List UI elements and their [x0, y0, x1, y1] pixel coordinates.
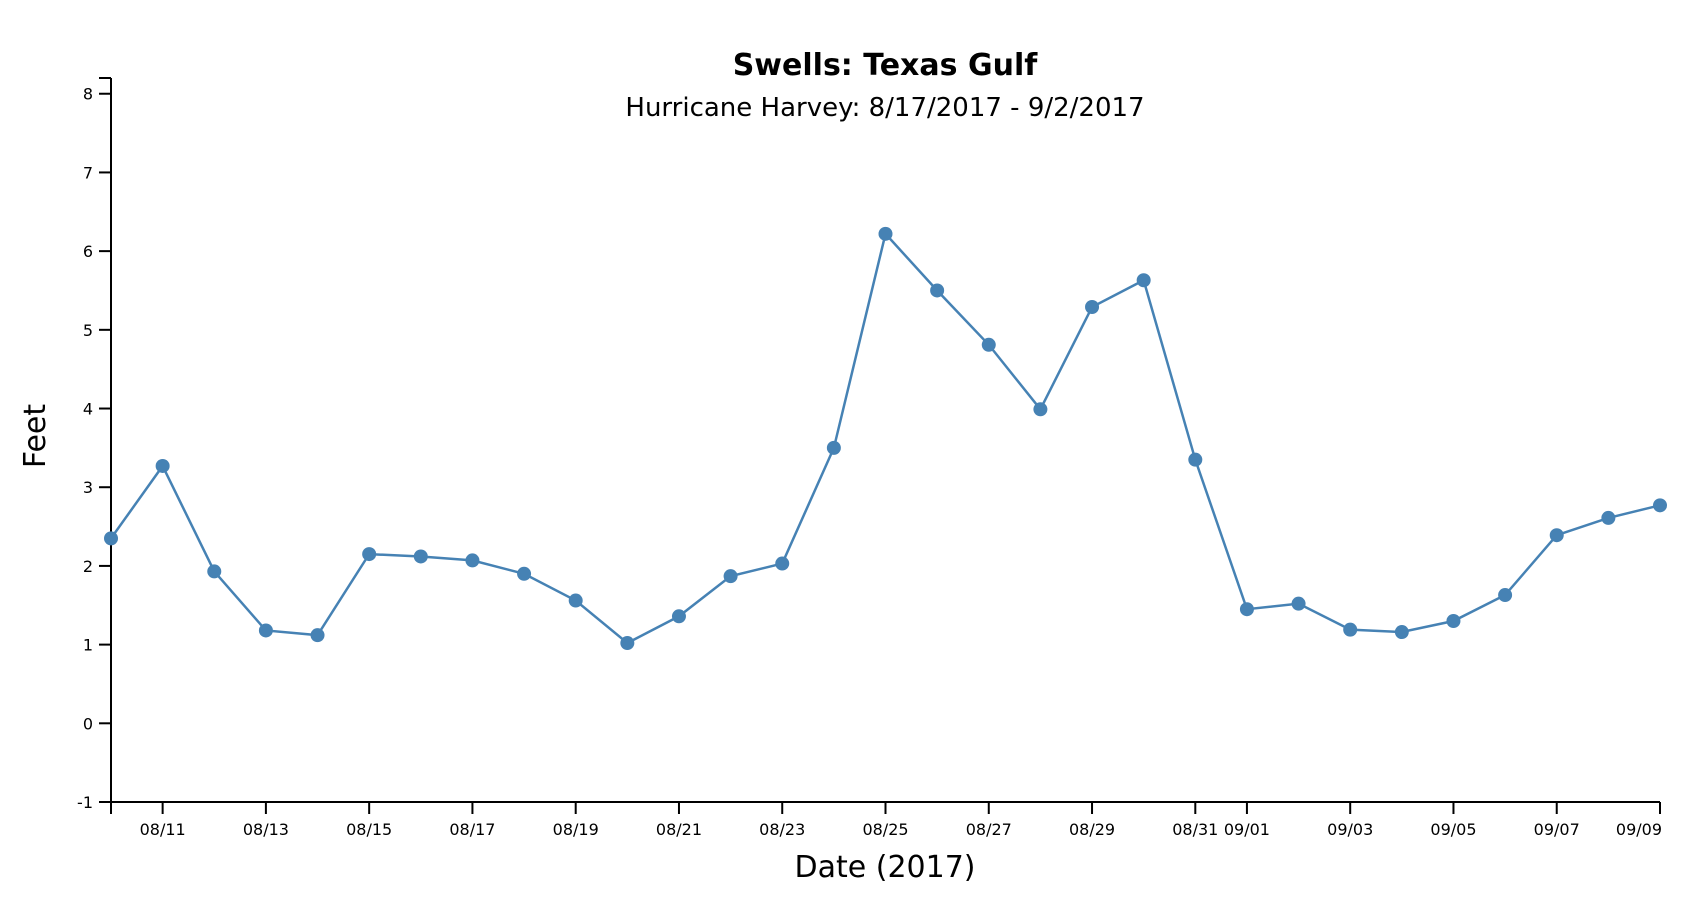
y-axis-label: Feet	[18, 404, 53, 469]
data-point	[671, 609, 686, 624]
data-point	[1343, 622, 1358, 637]
x-tick-label: 08/25	[862, 820, 908, 839]
x-tick-label: 08/11	[140, 820, 186, 839]
data-point	[723, 569, 738, 584]
data-point	[775, 556, 790, 571]
data-point	[568, 593, 583, 608]
y-tick-label: 0	[83, 714, 93, 733]
data-point	[1394, 625, 1409, 640]
data-point	[1239, 602, 1254, 617]
data-point	[1446, 614, 1461, 628]
x-axis-label: Date (2017)	[795, 850, 976, 885]
x-tick-label: 08/31	[1172, 820, 1218, 839]
y-tick-label: -1	[77, 793, 93, 812]
y-tick-label: 5	[83, 321, 93, 340]
y-tick-label: 6	[83, 242, 93, 261]
data-point	[1188, 452, 1203, 467]
data-point	[310, 628, 325, 643]
data-point	[1549, 528, 1564, 543]
plot-area	[104, 226, 1667, 651]
data-point	[465, 553, 480, 568]
data-point	[258, 623, 273, 638]
x-tick-label: 08/15	[346, 820, 392, 839]
data-point	[1601, 510, 1616, 525]
data-point	[1291, 596, 1306, 611]
y-tick-label: 8	[83, 85, 93, 104]
x-tick-label: 08/17	[449, 820, 495, 839]
x-tick-label: 09/07	[1534, 820, 1580, 839]
x-axis: 08/11 08/13 08/15 08/17 08/19 08/21 08/23 08/25…	[110, 801, 1662, 839]
x-tick-label: 08/29	[1069, 820, 1115, 839]
x-tick-label: 08/23	[759, 820, 805, 839]
data-point	[104, 531, 118, 546]
data-point	[1033, 402, 1048, 417]
x-tick-label: 09/03	[1327, 820, 1373, 839]
x-tick-label: 08/21	[656, 820, 702, 839]
y-tick-label: 7	[83, 163, 93, 182]
data-point	[517, 566, 532, 581]
data-point	[1136, 273, 1151, 288]
data-point	[620, 636, 635, 651]
data-point	[207, 564, 222, 579]
data-point	[1653, 498, 1667, 513]
x-tick-label: 08/27	[966, 820, 1012, 839]
chart-title: Swells: Texas Gulf	[733, 48, 1039, 83]
data-point	[826, 440, 841, 455]
data-point	[362, 547, 377, 562]
y-tick-label: 2	[83, 557, 93, 576]
x-tick-label: 08/19	[553, 820, 599, 839]
x-tick-label: 08/13	[243, 820, 289, 839]
data-point	[155, 458, 170, 473]
data-point	[930, 283, 945, 298]
y-tick-label: 4	[83, 400, 93, 419]
data-point	[878, 226, 893, 241]
y-axis: -1 0 1 2 3 4 5 6 7 8	[77, 77, 112, 812]
data-point	[413, 549, 428, 564]
series-line	[109, 231, 1661, 645]
x-tick-label: 09/05	[1430, 820, 1476, 839]
y-tick-label: 1	[83, 636, 93, 655]
data-point	[1085, 300, 1100, 315]
x-tick-label: 09/01	[1224, 820, 1270, 839]
data-point	[981, 337, 996, 352]
data-point	[1498, 588, 1513, 603]
x-tick-label: 09/09	[1616, 820, 1662, 839]
y-tick-label: 3	[83, 478, 93, 497]
chart-subtitle: Hurricane Harvey: 8/17/2017 - 9/2/2017	[625, 93, 1144, 123]
